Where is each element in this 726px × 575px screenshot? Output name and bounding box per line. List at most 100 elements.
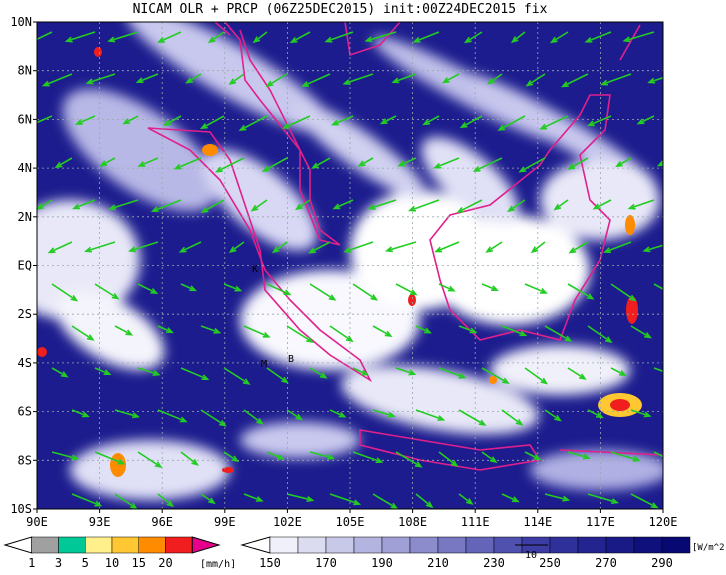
wind-arrow bbox=[395, 451, 423, 468]
lon-label: 114E bbox=[523, 515, 552, 529]
lon-label: 105E bbox=[336, 515, 365, 529]
prcp-legend-label: 10 bbox=[105, 556, 119, 570]
wind-arrow bbox=[567, 157, 589, 170]
wind-arrow bbox=[603, 241, 632, 253]
wind-arrow bbox=[266, 367, 289, 384]
lat-label: 8N bbox=[18, 64, 32, 78]
wind-arrow bbox=[243, 493, 264, 502]
wind-arrow bbox=[309, 283, 337, 301]
lon-label: 108E bbox=[398, 515, 427, 529]
wind-arrow bbox=[329, 493, 362, 506]
lat-label: EQ bbox=[18, 259, 32, 273]
prcp-legend-swatch bbox=[58, 536, 86, 554]
wind-arrow bbox=[539, 115, 569, 130]
wind-arrow bbox=[544, 325, 573, 342]
wind-arrow bbox=[630, 493, 659, 509]
wind-arrow bbox=[524, 451, 542, 461]
wind-arrow bbox=[481, 283, 499, 292]
lat-label: 6N bbox=[18, 112, 32, 126]
cloud-field bbox=[37, 22, 663, 500]
wind-arrow bbox=[114, 325, 134, 336]
wind-arrow bbox=[180, 283, 198, 292]
wind-arrow bbox=[71, 325, 95, 341]
prcp-legend-label: 3 bbox=[55, 556, 62, 570]
wind-arrow bbox=[647, 76, 663, 84]
wind-arrow bbox=[94, 451, 126, 465]
wind-arrow bbox=[653, 367, 663, 373]
map-marker: B bbox=[288, 354, 294, 365]
wind-arrow bbox=[301, 73, 331, 87]
wind-arrow bbox=[352, 283, 379, 301]
wind-arrow bbox=[586, 115, 612, 127]
wind-arrow bbox=[265, 73, 288, 88]
wind-arrow bbox=[308, 241, 331, 254]
lon-label: 93E bbox=[89, 515, 111, 529]
wind-arrow bbox=[674, 410, 700, 419]
olr-legend-arrow bbox=[240, 536, 271, 554]
wind-arrow bbox=[85, 73, 116, 85]
wind-arrow bbox=[459, 115, 483, 129]
wind-arrow bbox=[137, 283, 159, 294]
prcp-legend-arrow bbox=[191, 536, 221, 554]
wind-arrow bbox=[674, 494, 692, 508]
wind-arrow bbox=[587, 325, 613, 344]
wind-arrow bbox=[391, 73, 417, 84]
lon-label: 90E bbox=[26, 515, 48, 529]
wind-arrow bbox=[250, 199, 268, 212]
wind-arrow bbox=[243, 409, 264, 425]
wind-arrow bbox=[433, 157, 460, 169]
wind-arrow bbox=[567, 367, 587, 380]
wind-arrow bbox=[122, 115, 139, 125]
wind-arrow bbox=[372, 409, 396, 418]
lat-label: 2N bbox=[18, 210, 32, 224]
wind-arrow bbox=[286, 493, 315, 502]
wind-arrow bbox=[309, 451, 336, 460]
wind-arrow bbox=[352, 367, 369, 376]
wind-arrow bbox=[157, 493, 175, 508]
wind-arrow bbox=[72, 199, 96, 210]
wind-arrow bbox=[329, 409, 347, 418]
wind-arrow bbox=[329, 325, 354, 343]
wind-arrow bbox=[51, 283, 79, 302]
wind-arrow bbox=[501, 409, 524, 426]
wind-arrow bbox=[289, 31, 311, 44]
wind-arrow bbox=[422, 115, 440, 126]
wind-arrow bbox=[37, 31, 53, 43]
wind-arrow bbox=[456, 199, 483, 213]
wind-arrow bbox=[223, 451, 240, 463]
wind-arrow bbox=[458, 409, 487, 426]
wind-arrow bbox=[524, 283, 548, 294]
wind-arrow bbox=[150, 199, 182, 213]
wind-arrow bbox=[214, 157, 245, 173]
prcp-legend-arrow bbox=[3, 536, 33, 554]
wind-arrow bbox=[286, 409, 304, 421]
lon-label: 99E bbox=[214, 515, 236, 529]
wind-arrow bbox=[615, 157, 632, 168]
olr-legend-label: 230 bbox=[483, 556, 505, 570]
wind-arrow bbox=[524, 367, 549, 385]
lat-label: 6S bbox=[18, 405, 32, 419]
wind-arrow bbox=[343, 241, 374, 253]
wind-arrow bbox=[518, 157, 546, 173]
prcp-legend-swatch bbox=[138, 536, 166, 554]
wind-arrow bbox=[180, 451, 199, 466]
map-area bbox=[37, 22, 700, 509]
wind-arrow bbox=[162, 115, 182, 126]
wind-arrow bbox=[252, 31, 268, 44]
olr-legend-swatch bbox=[381, 536, 411, 554]
wind-arrow bbox=[642, 244, 663, 253]
wind-arrow bbox=[37, 115, 53, 124]
wind-arrow bbox=[107, 31, 139, 43]
wind-arrow bbox=[266, 283, 292, 296]
wind-arrow bbox=[332, 199, 354, 210]
lat-label: 10N bbox=[10, 15, 32, 29]
wind-arrow bbox=[157, 409, 188, 423]
wind-arrow bbox=[173, 157, 202, 170]
wind-arrow bbox=[630, 409, 652, 418]
wind-arrow bbox=[342, 73, 374, 85]
wind-arrow bbox=[64, 31, 96, 43]
olr-legend-swatch bbox=[353, 536, 383, 554]
wind-arrow bbox=[137, 451, 163, 469]
wind-arrow bbox=[587, 409, 604, 419]
